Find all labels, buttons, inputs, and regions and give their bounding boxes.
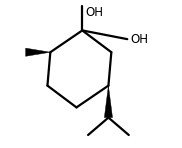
Polygon shape [104,86,112,118]
Text: OH: OH [85,6,103,19]
Text: OH: OH [130,33,148,46]
Polygon shape [26,48,50,56]
